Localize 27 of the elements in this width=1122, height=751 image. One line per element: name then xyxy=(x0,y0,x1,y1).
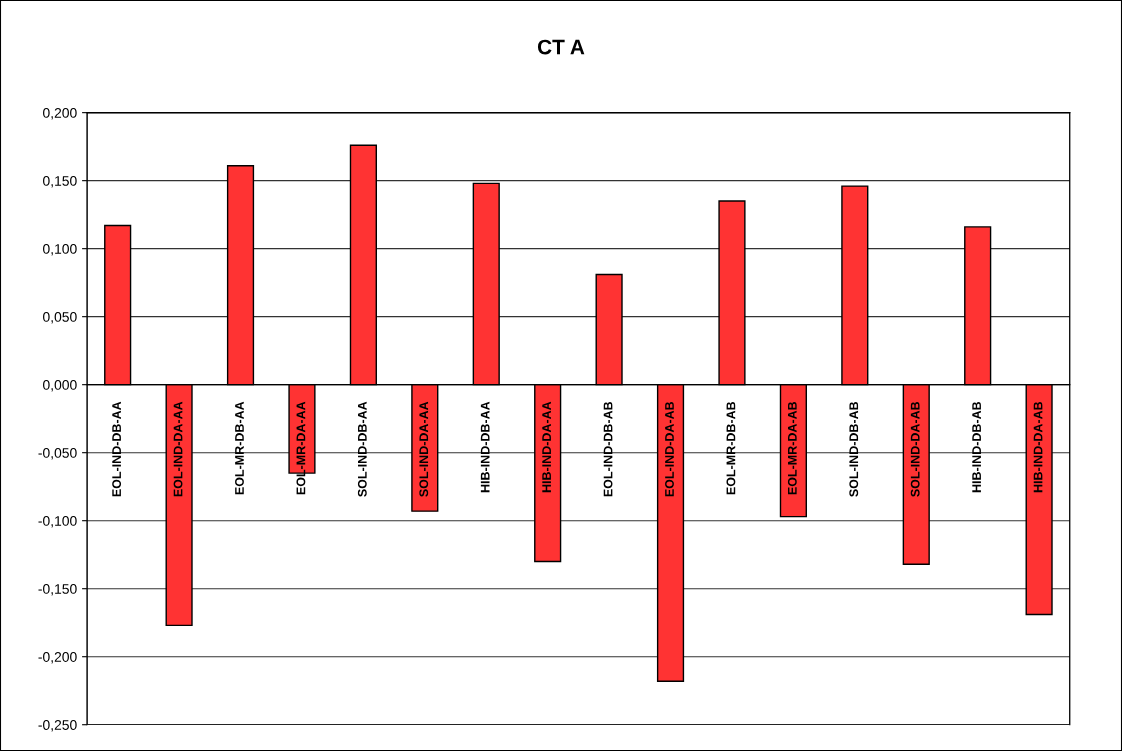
x-tick-label: EOL-MR-DB-AA xyxy=(235,401,244,495)
y-tick-label: 0,000 xyxy=(43,380,77,392)
y-tick-label: 0,100 xyxy=(43,244,77,256)
y-tick-label: -0,250 xyxy=(38,720,77,732)
x-tick-label: EOL-IND-DA-AA xyxy=(173,401,183,497)
x-tick-label: EOL-MR-DA-AB xyxy=(787,401,797,495)
y-tick-label: -0,050 xyxy=(38,448,77,460)
y-tick-label: 0,150 xyxy=(43,175,77,188)
x-tick-label: EOL-IND-DB-AB xyxy=(603,401,613,497)
x-tick-label: EOL-IND-DB-AA xyxy=(112,401,122,497)
x-tick-label: HIB-IND-DB-AA xyxy=(480,401,490,493)
y-tick-label: 0,200 xyxy=(43,107,77,120)
x-tick-label: SOL-IND-DA-AB xyxy=(910,401,920,497)
y-tick-label: 0,050 xyxy=(43,312,77,324)
x-tick-label: HIB-IND-DB-AB xyxy=(972,401,981,493)
x-tick-label: EOL-MR-DA-AA xyxy=(296,401,306,495)
y-tick-label: -0,200 xyxy=(38,652,77,664)
x-tick-label: SOL-IND-DA-AA xyxy=(419,401,429,497)
chart-title: CT A xyxy=(537,39,585,55)
x-tick-label: EOL-IND-DA-AB xyxy=(665,401,674,497)
x-tick-label: EOL-MR-DB-AB xyxy=(726,401,736,495)
x-tick-label: HIB-IND-DA-AB xyxy=(1033,401,1043,493)
x-tick-label: SOL-IND-DB-AB xyxy=(849,401,859,497)
y-tick-label: -0,150 xyxy=(38,584,77,596)
x-tick-label: SOL-IND-DB-AA xyxy=(357,401,367,497)
x-tick-label: HIB-IND-DA-AA xyxy=(542,401,551,493)
y-tick-label: -0,100 xyxy=(38,516,77,528)
